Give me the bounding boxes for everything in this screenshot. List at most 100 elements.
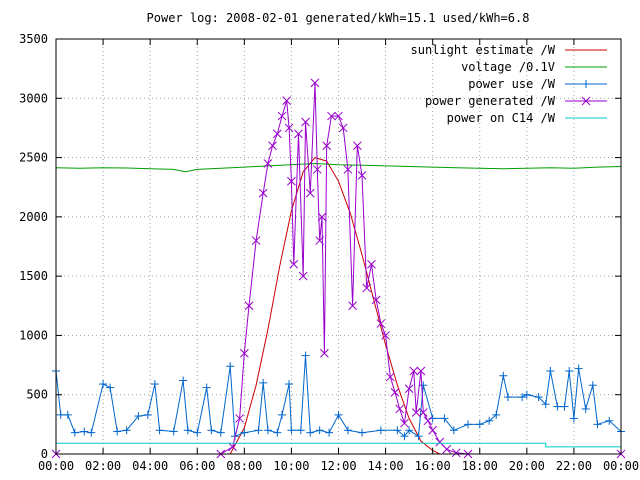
data-point (312, 165, 322, 174)
chart-title: Power log: 2008-02-01 generated/kWh=15.1… (147, 11, 530, 25)
data-point (376, 426, 385, 435)
data-point (367, 259, 376, 269)
data-point (259, 378, 268, 387)
x-tick-label: 10:00 (273, 459, 309, 473)
data-point (277, 111, 287, 121)
data-point-marker (428, 425, 438, 435)
data-point (228, 442, 237, 452)
data-point-marker (376, 319, 386, 328)
data-point (183, 426, 192, 435)
data-point (409, 366, 419, 376)
data-point (254, 426, 263, 435)
data-point (235, 414, 244, 423)
x-tick-label: 00:00 (603, 459, 639, 473)
legend-label: power on C14 /W (447, 111, 556, 125)
data-point-marker (272, 129, 282, 139)
data-point-marker (348, 301, 357, 311)
data-point (546, 367, 555, 375)
legend: sunlight estimate /W voltage /0.1V power u… (411, 43, 607, 125)
data-point-marker (282, 96, 292, 106)
data-point (522, 390, 531, 399)
data-point (294, 129, 303, 139)
series-3 (51, 78, 626, 459)
data-point-marker (287, 176, 296, 186)
data-point (99, 380, 108, 389)
axis-layer: 0 500 1000 1500 2000 2500 3000 3500 00:00 02:00 04… (19, 32, 639, 473)
data-point (202, 383, 211, 392)
data-point (143, 410, 152, 419)
data-point-marker (320, 348, 329, 358)
data-point (485, 416, 494, 425)
data-point (442, 444, 452, 454)
data-point (352, 141, 362, 151)
data-point-marker (352, 141, 362, 151)
series-line (56, 82, 621, 455)
data-point (400, 432, 409, 441)
data-point-marker (416, 366, 426, 376)
data-point (298, 271, 308, 281)
data-point (322, 141, 332, 151)
data-point (251, 236, 261, 245)
data-point (338, 123, 348, 133)
data-point (327, 111, 336, 121)
data-point-marker (322, 141, 332, 151)
plot-frame (55, 38, 622, 455)
data-point (423, 416, 433, 426)
data-point (278, 410, 286, 419)
data-point-marker (315, 236, 325, 245)
data-point-marker (277, 111, 287, 121)
series-2 (52, 351, 625, 441)
data-point (492, 410, 501, 419)
data-point (393, 426, 402, 435)
data-point-marker (418, 408, 428, 417)
data-point (315, 426, 324, 435)
data-point-marker (235, 414, 244, 423)
data-point (226, 362, 235, 371)
data-point (80, 427, 89, 436)
data-point (376, 319, 386, 328)
data-point-marker (310, 78, 320, 88)
data-point-marker (239, 348, 249, 358)
data-point (282, 96, 292, 106)
data-point (451, 448, 461, 458)
data-point (301, 117, 310, 127)
data-point (553, 402, 562, 411)
data-point (258, 188, 268, 198)
data-point (289, 259, 299, 269)
data-point (325, 428, 334, 437)
data-point (216, 428, 225, 437)
series-line (56, 442, 621, 448)
data-point (581, 404, 590, 413)
data-point-marker (400, 418, 409, 428)
data-point (435, 437, 445, 447)
data-point-marker (268, 141, 277, 151)
data-point-marker (284, 123, 294, 133)
data-point-marker (327, 111, 336, 121)
data-point-marker (251, 236, 261, 245)
data-point (348, 301, 357, 311)
data-point (440, 414, 449, 423)
y-tick-label: 500 (26, 388, 48, 402)
series-layer (51, 78, 626, 459)
data-point (504, 393, 512, 402)
data-point-marker (371, 295, 381, 305)
y-tick-label: 2500 (19, 151, 48, 165)
data-point-marker (411, 408, 421, 417)
data-point-marker (395, 404, 405, 414)
data-point (357, 171, 367, 180)
data-point-marker (451, 448, 461, 458)
data-point (63, 410, 72, 419)
data-point-marker (298, 271, 308, 281)
data-point (418, 408, 428, 417)
data-point (463, 420, 472, 429)
data-point (518, 393, 527, 402)
data-point (560, 402, 569, 411)
legend-label: power use /W (468, 77, 555, 91)
y-tick-label: 3000 (19, 91, 48, 105)
data-point (569, 414, 578, 423)
data-point (315, 236, 325, 245)
x-tick-label: 00:00 (38, 459, 74, 473)
data-point-marker (312, 165, 322, 174)
data-point-marker (423, 416, 433, 426)
data-point-marker (390, 387, 400, 397)
